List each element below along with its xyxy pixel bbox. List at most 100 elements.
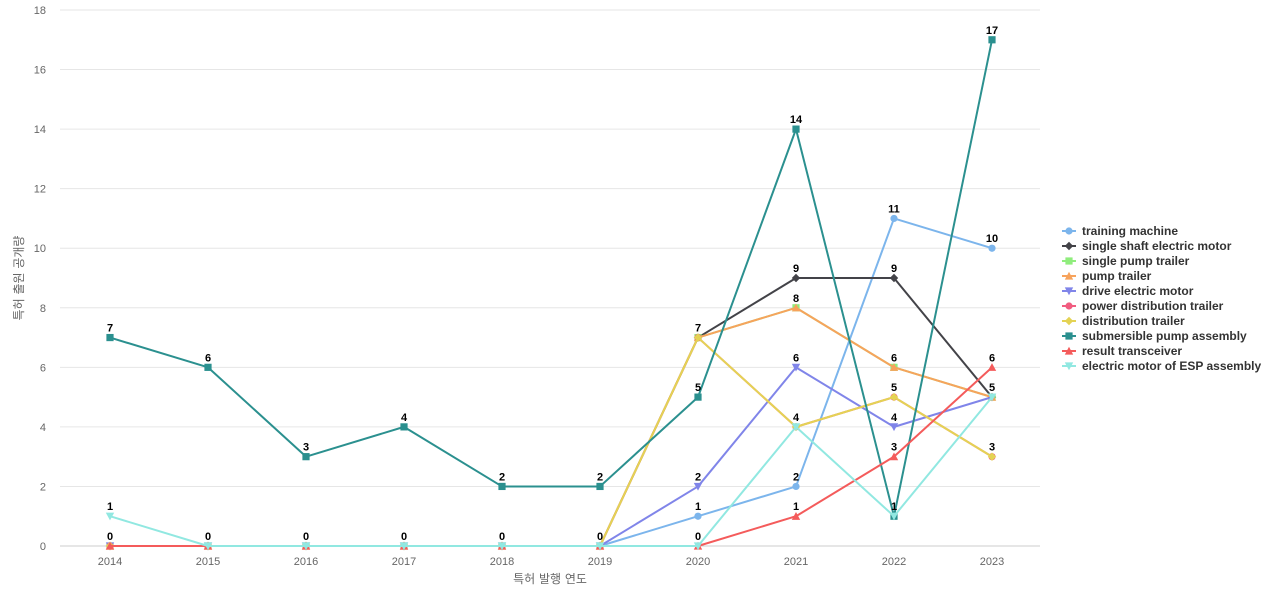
data-label-9: 17 — [986, 25, 998, 37]
legend-label-4: drive electric motor — [1082, 284, 1194, 298]
legend-marker-8 — [1064, 346, 1074, 355]
point-7-2017 — [400, 423, 408, 431]
legend-marker-5 — [1065, 302, 1073, 310]
legend-marker-0 — [1065, 227, 1073, 235]
point-9-2014 — [105, 512, 115, 521]
series-line-7 — [109, 38, 993, 518]
data-label-15: 0 — [499, 531, 505, 543]
x-tick-label-2017: 2017 — [392, 556, 416, 568]
legend-item-0: training machine — [1062, 224, 1178, 238]
y-axis-ticks: 0 2 4 6 8 10 12 14 16 18 — [34, 5, 46, 553]
data-label-20: 1 — [695, 501, 701, 513]
y-tick-label-12: 12 — [34, 184, 46, 196]
point-6-2020 — [693, 333, 703, 342]
y-tick-label-18: 18 — [34, 5, 46, 17]
legend-label-9: electric motor of ESP assembly — [1082, 359, 1262, 373]
data-label-5: 2 — [597, 471, 603, 483]
legend-marker-4 — [1064, 287, 1074, 296]
legend-label-1: single shaft electric motor — [1082, 239, 1232, 253]
point-9-2018 — [497, 542, 507, 551]
data-label-28: 9 — [891, 263, 897, 275]
legend-item-2: single pump trailer — [1062, 254, 1190, 268]
legend-item-8: result transceiver — [1062, 344, 1182, 358]
legend-item-3: pump trailer — [1062, 269, 1152, 283]
series-line-8 — [109, 366, 993, 547]
series-line-5 — [109, 336, 993, 547]
series-0 — [106, 214, 996, 550]
legend-item-5: power distribution trailer — [1062, 299, 1224, 313]
data-label-10: 1 — [107, 501, 113, 513]
x-tick-label-2023: 2023 — [980, 556, 1004, 568]
data-label-8: 1 — [891, 501, 897, 513]
point-0-2021 — [792, 482, 800, 491]
legend-label-5: power distribution trailer — [1082, 299, 1224, 313]
series-line-9 — [109, 396, 993, 547]
data-label-1: 6 — [205, 352, 211, 364]
series-6 — [105, 333, 997, 551]
legend-marker-6 — [1064, 316, 1074, 326]
legend-item-6: distribution trailer — [1062, 314, 1185, 328]
point-3-2021 — [791, 303, 801, 312]
data-label-12: 0 — [205, 531, 211, 543]
data-label-19: 2 — [695, 471, 701, 483]
point-9-2017 — [399, 542, 409, 551]
x-axis-title: 특허 발행 연도 — [513, 571, 587, 586]
point-9-2021 — [791, 423, 801, 432]
point-8-2022 — [889, 452, 899, 461]
point-9-2023 — [987, 393, 997, 402]
point-0-2020 — [694, 512, 702, 520]
y-tick-label-0: 0 — [40, 541, 46, 553]
data-label-23: 6 — [793, 352, 799, 364]
y-tick-label-6: 6 — [40, 362, 46, 374]
legend-marker-9 — [1064, 362, 1074, 371]
data-label-32: 3 — [891, 442, 897, 454]
data-label-16: 0 — [597, 531, 603, 543]
point-4-2022 — [889, 423, 899, 432]
series-line-6 — [109, 336, 993, 547]
legend-marker-2 — [1065, 257, 1073, 265]
y-tick-label-4: 4 — [40, 422, 46, 434]
point-9-2019 — [595, 542, 605, 551]
x-tick-label-2016: 2016 — [294, 556, 318, 568]
x-tick-label-2022: 2022 — [882, 556, 906, 568]
point-7-2023 — [988, 36, 996, 44]
legend-label-2: single pump trailer — [1082, 254, 1190, 268]
x-tick-label-2015: 2015 — [196, 556, 220, 568]
point-7-2014 — [106, 333, 114, 342]
data-label-14: 0 — [401, 531, 407, 543]
data-label-26: 1 — [793, 501, 799, 513]
y-tick-label-2: 2 — [40, 481, 46, 493]
data-label-0: 7 — [107, 323, 113, 335]
point-8-2014 — [105, 541, 115, 550]
legend-label-3: pump trailer — [1082, 269, 1152, 283]
series-9 — [105, 393, 997, 551]
data-label-35: 5 — [989, 382, 995, 394]
data-label-34: 6 — [989, 352, 995, 364]
point-7-2015 — [204, 363, 212, 371]
point-4-2020 — [693, 482, 703, 491]
legend-marker-1 — [1064, 241, 1074, 251]
point-7-2020 — [694, 393, 702, 401]
data-label-13: 0 — [303, 531, 309, 543]
x-tick-label-2019: 2019 — [588, 556, 612, 568]
data-label-33: 10 — [986, 233, 998, 245]
data-label-36: 3 — [989, 442, 995, 454]
data-label-3: 4 — [401, 412, 408, 424]
legend-label-0: training machine — [1082, 224, 1178, 238]
y-tick-label-14: 14 — [34, 124, 46, 136]
legend-item-7: submersible pump assembly — [1062, 329, 1247, 343]
data-label-21: 9 — [793, 263, 799, 275]
point-1-2022 — [889, 273, 899, 283]
data-label-11: 0 — [107, 531, 113, 543]
data-label-29: 6 — [891, 352, 897, 364]
series-line-4 — [109, 366, 993, 547]
point-8-2021 — [791, 512, 801, 520]
y-axis-title: 특허 출원 공개량 — [12, 236, 26, 321]
point-6-2022 — [889, 392, 899, 402]
x-tick-label-2020: 2020 — [686, 556, 710, 568]
point-9-2020 — [693, 542, 703, 551]
x-tick-label-2021: 2021 — [784, 556, 808, 568]
